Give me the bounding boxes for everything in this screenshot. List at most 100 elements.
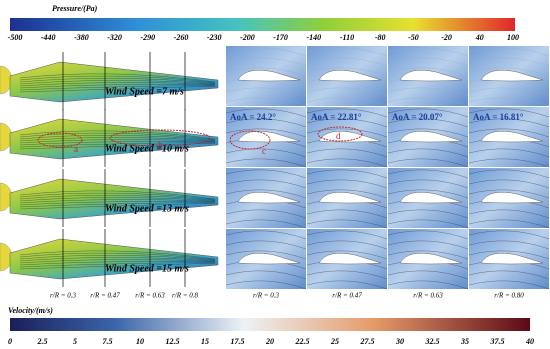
streamline: [306, 179, 388, 189]
aoa-label: AoA = 24.2°: [230, 112, 276, 122]
airfoil: [480, 70, 544, 82]
airfoil-grid: AoA = 24.2° AoA = 22.81° AoA = 20.07° AoA =…: [225, 46, 550, 300]
streamline: [468, 189, 550, 199]
streamline: [306, 250, 388, 260]
tick-label: -80: [375, 33, 386, 42]
streamline: [387, 169, 469, 179]
tick-label: -500: [8, 33, 23, 42]
streamline: [306, 118, 388, 128]
streamline: [225, 250, 307, 260]
blade: [9, 238, 219, 280]
streamline: [225, 97, 307, 107]
pressure-colorbar: [10, 18, 515, 31]
streamline: [387, 108, 469, 118]
streamline: [19, 252, 216, 260]
streamline: [19, 192, 216, 200]
streamline: [19, 82, 216, 87]
streamline: [468, 118, 550, 128]
streamline: [19, 84, 216, 89]
wind-speed-label: Wind Speed =15 m/s: [105, 263, 189, 274]
streamline: [19, 199, 216, 204]
tick-label: 27.5: [360, 337, 375, 346]
streamline: [306, 270, 388, 280]
streamline: [225, 47, 307, 57]
streamline: [225, 118, 307, 128]
streamline: [468, 240, 550, 250]
tick-label: -110: [340, 33, 354, 42]
streamline: [19, 75, 216, 83]
streamline: [19, 142, 216, 148]
streamline: [225, 148, 307, 158]
airfoil: [318, 131, 382, 143]
streamline: [387, 250, 469, 260]
streamline: [19, 202, 216, 208]
tick-label: 40: [475, 33, 484, 42]
streamline: [306, 219, 388, 229]
tick-label: 37.5: [490, 337, 505, 346]
streamline: [468, 108, 550, 118]
streamline: [306, 57, 388, 67]
tick-label: 15: [201, 337, 209, 346]
streamline: [468, 47, 550, 57]
streamline: [19, 259, 216, 264]
streamline: [19, 85, 216, 91]
streamline: [387, 158, 469, 168]
streamline: [19, 80, 216, 85]
tick-label: -290: [140, 33, 155, 42]
streamline: [19, 130, 216, 140]
tick-label: -230: [207, 33, 222, 42]
tick-label: 32.5: [425, 337, 440, 346]
streamline: [468, 57, 550, 67]
annotation: c: [262, 146, 266, 156]
streamline: [19, 195, 216, 201]
section-label: r/R = 0.3: [50, 292, 76, 300]
streamline: [225, 270, 307, 280]
blade: [9, 61, 219, 103]
streamline: [387, 209, 469, 219]
streamline: [306, 108, 388, 118]
tick-label: 20: [265, 337, 274, 346]
section-label: r/R = 0.3: [253, 292, 279, 300]
tick-label: 12.5: [166, 337, 180, 346]
streamline: [225, 67, 307, 77]
streamline: [306, 47, 388, 57]
streamline: [387, 87, 469, 97]
streamline: [19, 250, 216, 260]
streamline: [19, 73, 216, 83]
airfoil: [399, 131, 463, 143]
streamline: [306, 230, 388, 240]
streamline: [387, 280, 469, 290]
streamline: [387, 97, 469, 107]
streamline: [306, 128, 388, 138]
aoa-label: AoA = 16.81°: [473, 112, 524, 122]
streamline: [306, 169, 388, 179]
airfoil: [237, 253, 301, 265]
streamline: [225, 87, 307, 97]
streamline: [387, 240, 469, 250]
streamline: [387, 67, 469, 77]
streamline: [468, 219, 550, 229]
tick-label: -320: [107, 33, 122, 42]
streamline: [387, 47, 469, 57]
tick-label: 17.5: [231, 337, 245, 346]
aoa-label: AoA = 22.81°: [311, 112, 362, 122]
velocity-colorbar: [10, 318, 530, 331]
airfoil: [480, 131, 544, 143]
streamline: [306, 209, 388, 219]
airfoil: [318, 192, 382, 204]
streamline: [387, 189, 469, 199]
streamline: [225, 158, 307, 168]
streamline: [468, 128, 550, 138]
streamline: [19, 132, 216, 140]
streamline: [225, 169, 307, 179]
streamline: [306, 240, 388, 250]
streamline: [19, 201, 216, 206]
streamline: [19, 78, 216, 84]
streamline: [306, 148, 388, 158]
wind-speed-label: Wind Speed =13 m/s: [105, 203, 189, 214]
section-label: r/R = 0.47: [332, 292, 362, 300]
tick-label: 35: [460, 337, 469, 346]
section-label: r/R = 0.63: [135, 292, 165, 300]
airfoil: [237, 70, 301, 82]
